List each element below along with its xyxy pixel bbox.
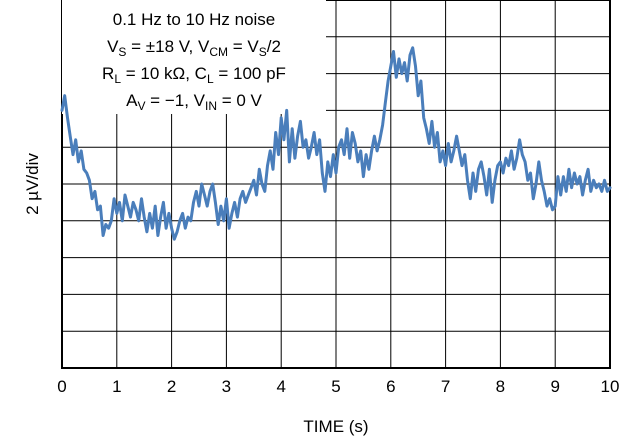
x-tick-label: 0 [57,377,66,396]
plot-frame [61,0,611,369]
ann4-mid: = −1, V [145,91,205,110]
annotation-line-2: VS = ±18 V, VCM = VS/2 [107,37,281,59]
ann3-l2: L [207,72,214,86]
ann3-r: R [102,64,114,83]
ann2-mid: = ±18 V, V [126,37,210,56]
ann2-s: S [118,45,126,59]
x-tick-label: 6 [386,377,395,396]
ann2-eq: = V [228,37,259,56]
annotation-line-4: AV = −1, VIN = 0 V [126,91,262,113]
x-tick-label: 1 [112,377,121,396]
ann4-v: V [137,99,145,113]
x-tick-label: 4 [276,377,285,396]
annotation-box: 0.1 Hz to 10 Hz noise VS = ±18 V, VCM = … [62,0,326,114]
annotation-background [62,0,326,114]
ann4-end: = 0 V [217,91,263,110]
x-axis-label: TIME (s) [303,417,368,436]
ann3-l: L [114,72,121,86]
ann3-end: = 100 pF [214,64,286,83]
ann2-s2: S [259,45,267,59]
x-tick-label: 2 [167,377,176,396]
x-tick-label: 3 [222,377,231,396]
x-tick-labels: 0 1 2 3 4 5 6 7 8 9 10 [57,377,619,396]
ann2-v: V [107,37,119,56]
x-tick-label: 9 [550,377,559,396]
annotation-line-3: RL = 10 kΩ, CL = 100 pF [102,64,286,86]
ann2-cm: CM [209,45,228,59]
x-tick-label: 10 [601,377,620,396]
ann2-end: /2 [267,37,281,56]
noise-series-line [60,46,612,241]
x-tick-label: 5 [331,377,340,396]
ann4-in: IN [205,99,217,113]
y-axis-label: 2 µV/div [23,153,42,215]
ann3-mid: = 10 kΩ, C [121,64,207,83]
x-tick-label: 8 [496,377,505,396]
x-tick-label: 7 [441,377,450,396]
annotation-line-1: 0.1 Hz to 10 Hz noise [113,10,276,29]
ann4-a: A [126,91,138,110]
